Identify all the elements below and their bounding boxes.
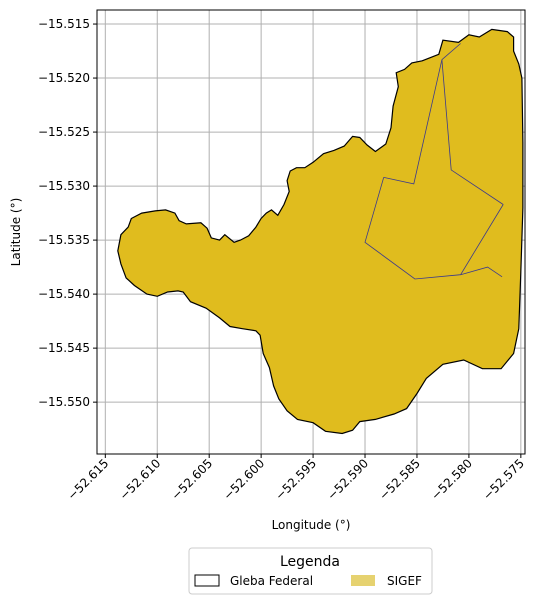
y-tick-label: −15.550 <box>38 395 90 409</box>
x-ticks: −52.615 −52.610 −52.605 −52.600 −52.595 −52.5… <box>65 454 527 503</box>
y-axis-label: Latitude (°) <box>9 198 23 267</box>
legend: Legenda Gleba Federal SIGEF <box>189 548 432 594</box>
x-tick-label: −52.575 <box>480 456 527 503</box>
legend-title: Legenda <box>280 554 340 570</box>
legend-swatch-gleba-federal <box>195 575 219 586</box>
x-tick-label: −52.585 <box>376 456 423 503</box>
y-tick-label: −15.525 <box>38 125 90 139</box>
y-tick-label: −15.545 <box>38 341 90 355</box>
y-tick-label: −15.515 <box>38 17 90 31</box>
y-tick-label: −15.530 <box>38 179 90 193</box>
y-tick-label: −15.540 <box>38 287 90 301</box>
legend-label-sigef: SIGEF <box>387 574 422 588</box>
y-tick-label: −15.520 <box>38 71 90 85</box>
x-axis-label: Longitude (°) <box>272 518 351 532</box>
x-tick-label: −52.605 <box>169 456 216 503</box>
legend-swatch-sigef <box>351 575 375 586</box>
y-ticks: −15.515 −15.520 −15.525 −15.530 −15.535 −15.5… <box>38 17 97 409</box>
legend-label-gleba-federal: Gleba Federal <box>230 574 313 588</box>
x-tick-label: −52.580 <box>428 456 475 503</box>
x-tick-label: −52.600 <box>221 456 268 503</box>
y-tick-label: −15.535 <box>38 233 90 247</box>
x-tick-label: −52.610 <box>117 456 164 503</box>
x-tick-label: −52.595 <box>272 456 319 503</box>
x-tick-label: −52.615 <box>65 456 112 503</box>
x-tick-label: −52.590 <box>324 456 371 503</box>
